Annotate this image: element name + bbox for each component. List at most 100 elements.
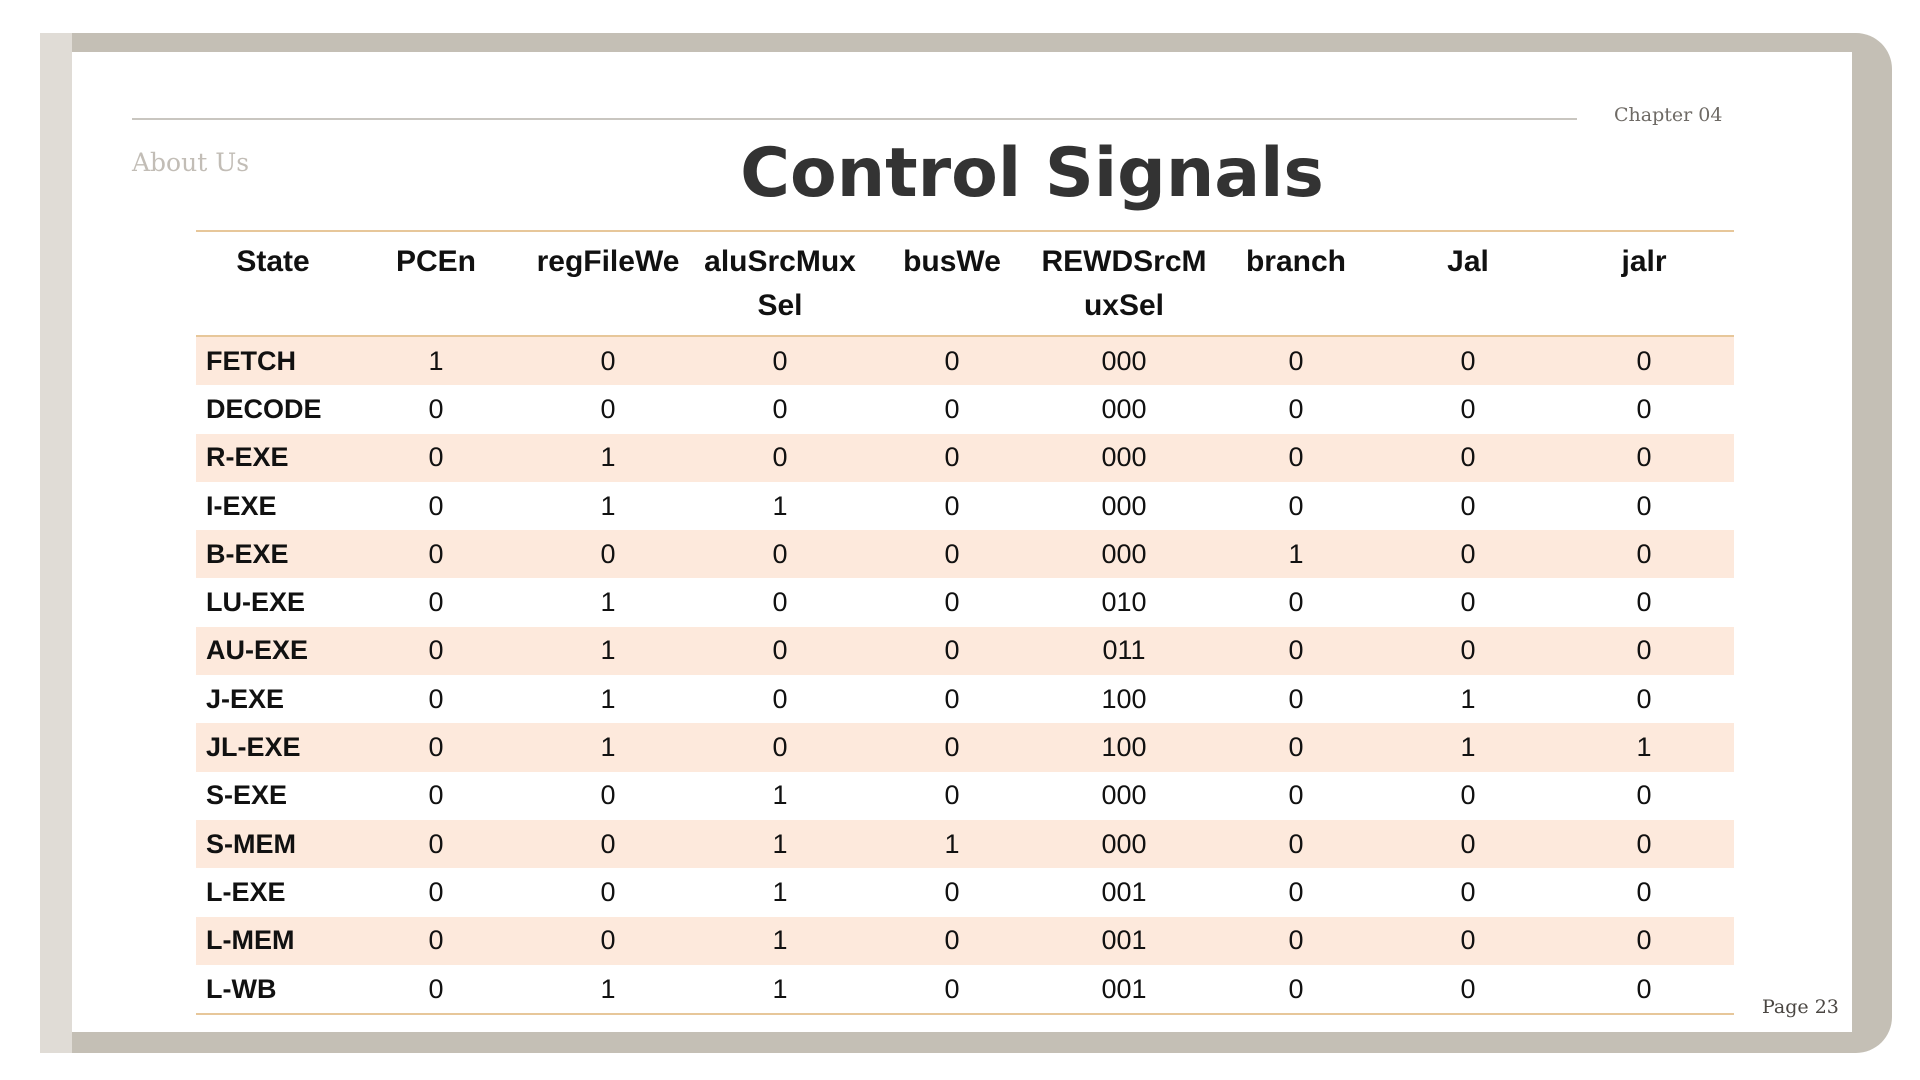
signal-cell: 1 — [1288, 538, 1304, 569]
signal-cell: 0 — [1636, 876, 1652, 907]
state-cell: B-EXE — [206, 538, 289, 569]
signal-cell: 0 — [1636, 393, 1652, 424]
signal-cell: 0 — [772, 345, 788, 376]
signal-cell: 0 — [1288, 635, 1304, 666]
signal-cell: 0 — [772, 538, 788, 569]
signal-cell: 0 — [944, 876, 960, 907]
state-cell: AU-EXE — [206, 635, 309, 666]
signal-cell: 000 — [1101, 442, 1147, 473]
signal-cell: 0 — [428, 587, 444, 618]
signal-cell: 0 — [944, 587, 960, 618]
signal-cell: 0 — [944, 732, 960, 763]
signal-cell: 001 — [1101, 925, 1147, 956]
signal-cell: 1 — [600, 683, 616, 714]
signal-cell: 0 — [944, 973, 960, 1004]
signal-cell: 1 — [600, 442, 616, 473]
signal-cell: 1 — [428, 345, 444, 376]
signal-cell: 1 — [600, 732, 616, 763]
signal-cell: 100 — [1101, 732, 1147, 763]
signal-cell: 0 — [772, 393, 788, 424]
signal-cell: 0 — [1460, 828, 1476, 859]
signal-cell: 0 — [600, 780, 616, 811]
slide: Chapter 04 About Us Control Signals Stat… — [72, 52, 1852, 1032]
state-cell: LU-EXE — [206, 587, 306, 618]
signal-cell: 0 — [1636, 925, 1652, 956]
signal-cell: 0 — [944, 635, 960, 666]
signal-cell: 0 — [944, 538, 960, 569]
signal-cell: 0 — [428, 973, 444, 1004]
signal-cell: 0 — [1460, 442, 1476, 473]
table-row: I-EXE 0 1 1 0 000 0 0 0 — [196, 482, 1734, 530]
table-body: FETCH 1 0 0 0 000 0 0 0 DECODE 0 0 0 0 000 0 0 0 R-EXE 0 1 0 0… — [196, 336, 1734, 1015]
column-header-branch: branch — [1245, 245, 1347, 278]
signal-cell: 0 — [944, 780, 960, 811]
signal-cell: 010 — [1101, 587, 1147, 618]
table-row: L-EXE 0 0 1 0 001 0 0 0 — [196, 868, 1734, 916]
signal-cell: 0 — [428, 393, 444, 424]
signal-cell: 000 — [1101, 828, 1147, 859]
signal-cell: 0 — [600, 925, 616, 956]
signal-cell: 0 — [600, 828, 616, 859]
signal-cell: 0 — [1288, 973, 1304, 1004]
state-cell: L-WB — [206, 973, 277, 1004]
signal-cell: 000 — [1101, 345, 1147, 376]
signal-cell: 0 — [944, 925, 960, 956]
column-header-buswe: busWe — [903, 245, 1001, 278]
table-row: FETCH 1 0 0 0 000 0 0 0 — [196, 336, 1734, 386]
signal-cell: 0 — [1460, 876, 1476, 907]
signal-cell: 0 — [772, 587, 788, 618]
state-cell: JL-EXE — [206, 732, 301, 763]
state-cell: L-EXE — [206, 876, 286, 907]
signal-cell: 0 — [1288, 876, 1304, 907]
signal-cell: 0 — [1636, 828, 1652, 859]
signal-cell: 0 — [1636, 490, 1652, 521]
page-number: Page 23 — [1762, 996, 1839, 1018]
signal-cell: 0 — [944, 442, 960, 473]
signal-cell: 0 — [428, 732, 444, 763]
signal-cell: 1 — [772, 925, 788, 956]
table-header-row: State PCEn regFileWe aluSrcMuxSel busWe REWDS… — [196, 231, 1734, 336]
signal-cell: 0 — [1288, 780, 1304, 811]
signal-cell: 0 — [1636, 587, 1652, 618]
state-cell: DECODE — [206, 393, 322, 424]
table-row: LU-EXE 0 1 0 0 010 0 0 0 — [196, 578, 1734, 626]
column-header-regfilewe: regFileWe — [536, 245, 680, 278]
table-row: L-MEM 0 0 1 0 001 0 0 0 — [196, 916, 1734, 965]
signal-cell: 0 — [1460, 587, 1476, 618]
column-header-jalr: jalr — [1621, 245, 1667, 278]
signal-cell: 1 — [1636, 732, 1652, 763]
state-cell: L-MEM — [206, 925, 295, 956]
signal-cell: 0 — [944, 490, 960, 521]
signal-cell: 1 — [772, 876, 788, 907]
signal-cell: 0 — [772, 732, 788, 763]
signal-cell: 1 — [944, 828, 960, 859]
signal-cell: 0 — [772, 683, 788, 714]
signal-cell: 011 — [1102, 635, 1146, 666]
signal-cell: 1 — [772, 490, 788, 521]
signal-cell: 0 — [1288, 587, 1304, 618]
table-row: S-EXE 0 0 1 0 000 0 0 0 — [196, 772, 1734, 820]
signal-cell: 0 — [772, 442, 788, 473]
signal-cell: 0 — [1460, 490, 1476, 521]
table-row: B-EXE 0 0 0 0 000 1 0 0 — [196, 530, 1734, 579]
signal-cell: 0 — [1460, 635, 1476, 666]
slide-frame-left-edge — [40, 33, 72, 1053]
signal-cell: 0 — [600, 876, 616, 907]
signal-cell: 0 — [1288, 828, 1304, 859]
signal-cell: 0 — [600, 345, 616, 376]
signal-cell: 1 — [1460, 683, 1476, 714]
signal-cell: 000 — [1101, 780, 1147, 811]
chapter-label: Chapter 04 — [1614, 104, 1723, 126]
signal-cell: 0 — [1636, 635, 1652, 666]
signal-cell: 1 — [600, 490, 616, 521]
signal-cell: 0 — [428, 828, 444, 859]
signal-cell: 0 — [428, 683, 444, 714]
signal-cell: 0 — [1288, 683, 1304, 714]
signal-cell: 1 — [772, 780, 788, 811]
column-header-state: State — [236, 245, 310, 278]
signal-cell: 0 — [428, 635, 444, 666]
signal-cell: 001 — [1101, 973, 1147, 1004]
section-label: About Us — [132, 148, 250, 177]
control-signals-table: State PCEn regFileWe aluSrcMuxSel busWe REWDS… — [196, 230, 1734, 1015]
signal-cell: 1 — [600, 973, 616, 1004]
